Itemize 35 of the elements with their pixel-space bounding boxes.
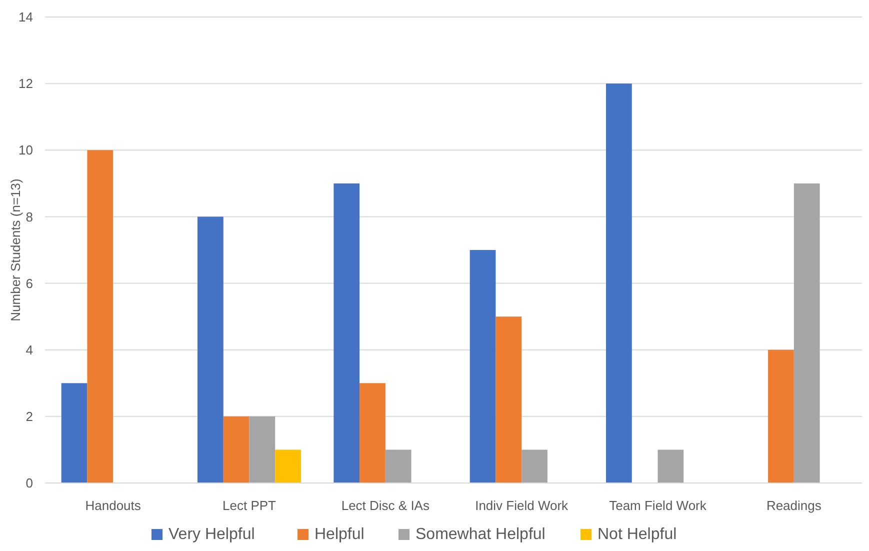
bar <box>658 450 684 483</box>
bar <box>223 416 250 483</box>
x-tick-label: Lect Disc & IAs <box>341 498 430 513</box>
legend-label: Somewhat Helpful <box>416 526 546 543</box>
bar <box>198 216 224 483</box>
legend-label: Very Helpful <box>168 526 255 543</box>
y-tick-label: 8 <box>26 209 33 224</box>
x-tick-label: Team Field Work <box>609 498 707 513</box>
x-tick-label: Readings <box>766 498 822 513</box>
bar <box>61 383 88 483</box>
x-tick-label: Handouts <box>85 498 142 513</box>
bar <box>87 150 114 483</box>
bar <box>496 316 522 483</box>
bar <box>470 250 496 483</box>
y-axis-title: Number Students (n=13) <box>8 178 23 322</box>
bar <box>768 350 794 483</box>
legend-label: Helpful <box>314 526 364 543</box>
y-tick-label: 12 <box>18 76 33 92</box>
y-tick-label: 0 <box>26 476 33 491</box>
y-tick-label: 2 <box>26 408 33 424</box>
y-tick-label: 14 <box>18 10 33 25</box>
x-tick-label: Indiv Field Work <box>475 498 569 513</box>
bar <box>522 450 548 483</box>
bar <box>606 84 632 483</box>
x-tick-label: Lect PPT <box>222 498 276 513</box>
bar <box>360 383 386 483</box>
bar <box>794 183 820 483</box>
bar <box>275 450 301 483</box>
bar <box>249 416 276 483</box>
legend-label: Not Helpful <box>598 526 677 543</box>
bar <box>385 450 412 483</box>
y-tick-label: 10 <box>18 142 33 158</box>
y-tick-label: 4 <box>26 342 33 358</box>
y-tick-label: 6 <box>26 276 33 291</box>
bar <box>334 183 360 483</box>
